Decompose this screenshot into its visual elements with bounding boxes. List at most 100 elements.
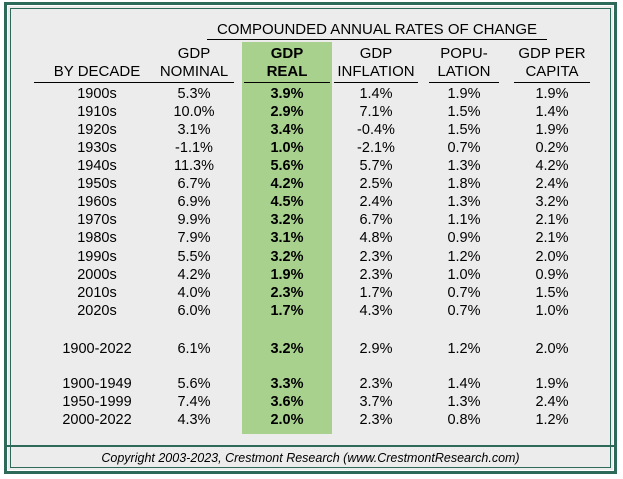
cell-per_capita: 2.4% — [535, 394, 569, 410]
cell-nominal: 9.9% — [177, 212, 211, 228]
cell-nominal: -1.1% — [175, 140, 213, 156]
cell-real: 3.6% — [270, 394, 304, 410]
column-header-line1 — [34, 45, 160, 63]
cell-real: 5.6% — [270, 158, 304, 174]
cell-inflation: 3.7% — [359, 394, 393, 410]
cell-real: 2.9% — [270, 104, 304, 120]
column-header-line1: GDP — [270, 45, 304, 62]
cell-population: 1.9% — [447, 86, 481, 102]
column-header-line1: GDP PER — [518, 45, 586, 62]
cell-per_capita: 1.0% — [535, 303, 569, 319]
cell-per_capita: 3.2% — [535, 194, 569, 210]
table-row: 2010s 4.0% 2.3% 1.7% 0.7% 1.5% — [7, 284, 614, 302]
cell-population: 1.3% — [447, 394, 481, 410]
table-row: 1970s 9.9% 3.2% 6.7% 1.1% 2.1% — [7, 211, 614, 229]
cell-decade: 1980s — [77, 230, 117, 246]
cell-real: 1.9% — [270, 267, 304, 283]
cell-real: 3.4% — [270, 122, 304, 138]
copyright-footer: Copyright 2003-2023, Crestmont Research … — [7, 445, 614, 469]
cell-inflation: -0.4% — [357, 122, 395, 138]
cell-inflation: -2.1% — [357, 140, 395, 156]
cell-per_capita: 0.9% — [535, 267, 569, 283]
cell-inflation: 1.4% — [359, 86, 393, 102]
cell-decade: 2000-2022 — [62, 412, 132, 428]
cell-real: 4.2% — [270, 176, 304, 192]
cell-per_capita: 2.1% — [535, 212, 569, 228]
cell-decade: 1930s — [77, 140, 117, 156]
cell-inflation: 1.7% — [359, 285, 393, 301]
table-row: 2000-2022 4.3% 2.0% 2.3% 0.8% 1.2% — [7, 411, 614, 429]
cell-decade: 1900s — [77, 86, 117, 102]
cell-inflation: 2.4% — [359, 194, 393, 210]
cell-decade: 1990s — [77, 249, 117, 265]
table-row: 1990s 5.5% 3.2% 2.3% 1.2% 2.0% — [7, 248, 614, 266]
cell-nominal: 7.4% — [177, 394, 211, 410]
table-inner-border — [10, 8, 611, 468]
cell-population: 0.7% — [447, 303, 481, 319]
cell-nominal: 6.1% — [177, 341, 211, 357]
cell-real: 2.3% — [270, 285, 304, 301]
table-row: 1900s 5.3% 3.9% 1.4% 1.9% 1.9% — [7, 85, 614, 103]
cell-nominal: 6.9% — [177, 194, 211, 210]
table-frame: COMPOUNDED ANNUAL RATES OF CHANGE BY DEC… — [4, 2, 617, 474]
cell-population: 1.5% — [447, 104, 481, 120]
cell-decade: 1900-2022 — [62, 341, 132, 357]
table-row: 2020s 6.0% 1.7% 4.3% 0.7% 1.0% — [7, 302, 614, 320]
cell-per_capita: 2.1% — [535, 230, 569, 246]
cell-inflation: 2.3% — [359, 376, 393, 392]
cell-nominal: 6.0% — [177, 303, 211, 319]
column-header-line2: CAPITA — [525, 63, 579, 80]
cell-population: 0.7% — [447, 140, 481, 156]
cell-population: 1.0% — [447, 267, 481, 283]
cell-inflation: 2.3% — [359, 412, 393, 428]
cell-population: 1.5% — [447, 122, 481, 138]
table-row: 1980s 7.9% 3.1% 4.8% 0.9% 2.1% — [7, 229, 614, 247]
table-row: 1920s 3.1% 3.4% -0.4% 1.5% 1.9% — [7, 121, 614, 139]
real-gdp-highlight — [242, 42, 332, 434]
cell-per_capita: 1.9% — [535, 122, 569, 138]
cell-per_capita: 0.2% — [535, 140, 569, 156]
column-header-line1: GDP — [177, 45, 211, 62]
cell-real: 1.0% — [270, 140, 304, 156]
table-row: 1900-2022 6.1% 3.2% 2.9% 1.2% 2.0% — [7, 340, 614, 358]
cell-inflation: 6.7% — [359, 212, 393, 228]
cell-nominal: 10.0% — [173, 104, 215, 120]
cell-inflation: 4.8% — [359, 230, 393, 246]
cell-nominal: 5.6% — [177, 376, 211, 392]
cell-population: 1.3% — [447, 158, 481, 174]
cell-population: 0.7% — [447, 285, 481, 301]
cell-inflation: 5.7% — [359, 158, 393, 174]
cell-decade: 1940s — [77, 158, 117, 174]
cell-decade: 2020s — [77, 303, 117, 319]
cell-population: 1.8% — [447, 176, 481, 192]
table-row: 1910s 10.0% 2.9% 7.1% 1.5% 1.4% — [7, 103, 614, 121]
column-header-inflation: GDP INFLATION — [334, 45, 418, 83]
column-header-nominal: GDP NOMINAL — [154, 45, 234, 83]
table-row: 1960s 6.9% 4.5% 2.4% 1.3% 3.2% — [7, 193, 614, 211]
cell-per_capita: 1.4% — [535, 104, 569, 120]
cell-decade: 1900-1949 — [62, 376, 132, 392]
cell-real: 3.9% — [270, 86, 304, 102]
cell-nominal: 4.2% — [177, 267, 211, 283]
column-header-line2: NOMINAL — [159, 63, 229, 80]
cell-decade: 2000s — [77, 267, 117, 283]
cell-real: 3.2% — [270, 212, 304, 228]
table-row: 1950s 6.7% 4.2% 2.5% 1.8% 2.4% — [7, 175, 614, 193]
cell-nominal: 3.1% — [177, 122, 211, 138]
cell-nominal: 11.3% — [173, 158, 215, 174]
cell-decade: 1960s — [77, 194, 117, 210]
cell-inflation: 4.3% — [359, 303, 393, 319]
cell-inflation: 2.3% — [359, 267, 393, 283]
cell-decade: 1910s — [77, 104, 117, 120]
cell-per_capita: 4.2% — [535, 158, 569, 174]
cell-per_capita: 2.0% — [535, 249, 569, 265]
cell-population: 0.8% — [447, 412, 481, 428]
cell-inflation: 2.3% — [359, 249, 393, 265]
cell-nominal: 5.5% — [177, 249, 211, 265]
cell-real: 3.2% — [270, 249, 304, 265]
cell-inflation: 2.5% — [359, 176, 393, 192]
cell-nominal: 7.9% — [177, 230, 211, 246]
cell-per_capita: 1.2% — [535, 412, 569, 428]
cell-per_capita: 1.9% — [535, 86, 569, 102]
cell-decade: 1970s — [77, 212, 117, 228]
